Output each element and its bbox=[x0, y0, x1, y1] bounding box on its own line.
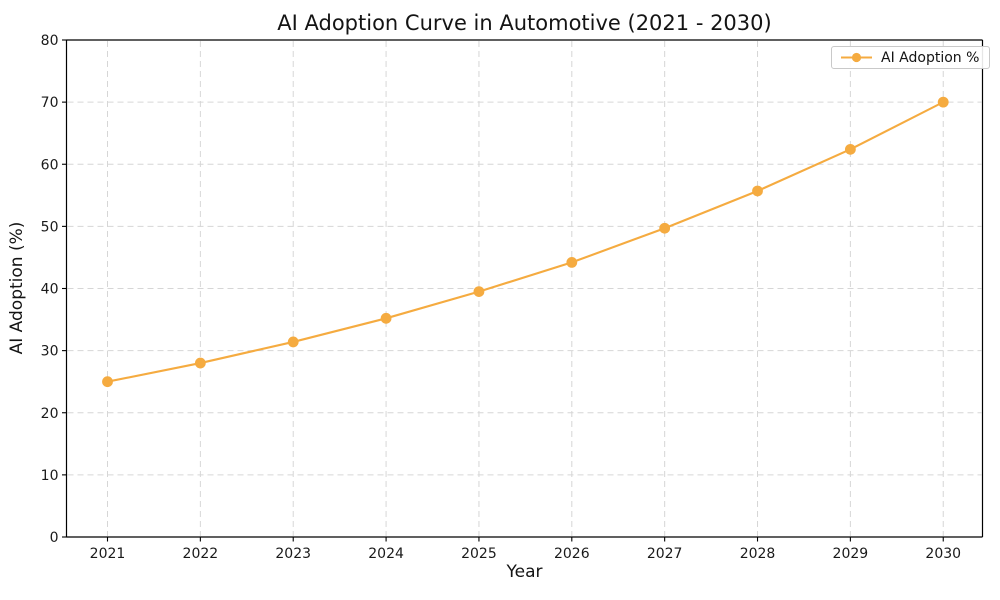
x-tick-label: 2023 bbox=[275, 546, 311, 562]
data-point-marker bbox=[102, 376, 113, 388]
data-point-marker bbox=[287, 336, 299, 348]
x-tick-label: 2022 bbox=[183, 546, 219, 562]
y-axis-label: AI Adoption (%) bbox=[7, 221, 27, 355]
y-tick-label: 10 bbox=[41, 468, 59, 484]
data-point-marker bbox=[659, 222, 671, 234]
x-tick-label: 2024 bbox=[368, 546, 404, 562]
data-point-marker bbox=[380, 312, 392, 324]
x-tick-label: 2027 bbox=[647, 546, 683, 562]
legend-label: AI Adoption % bbox=[881, 49, 980, 66]
x-tick-label: 2029 bbox=[833, 546, 869, 562]
data-point-marker bbox=[752, 185, 763, 197]
legend: AI Adoption % bbox=[831, 46, 991, 69]
x-tick-label: 2025 bbox=[461, 546, 497, 562]
data-point-marker bbox=[473, 286, 485, 298]
chart-title: AI Adoption Curve in Automotive (2021 - … bbox=[277, 11, 772, 35]
data-point-marker bbox=[566, 257, 578, 268]
data-point-marker bbox=[194, 357, 206, 369]
y-tick-label: 20 bbox=[41, 406, 59, 422]
y-tick-label: 30 bbox=[41, 344, 59, 360]
x-tick-label: 2030 bbox=[925, 546, 961, 562]
y-tick-label: 60 bbox=[41, 157, 59, 173]
x-tick-label: 2028 bbox=[740, 546, 776, 562]
y-tick-label: 50 bbox=[41, 219, 59, 235]
data-point-marker bbox=[844, 143, 856, 155]
data-point-marker bbox=[937, 96, 949, 108]
y-tick-label: 0 bbox=[50, 530, 59, 546]
legend-line-marker-icon bbox=[841, 52, 872, 63]
x-tick-label: 2021 bbox=[90, 546, 126, 562]
series-line bbox=[106, 101, 945, 383]
y-tick-label: 70 bbox=[41, 95, 59, 111]
y-tick-label: 80 bbox=[41, 33, 59, 49]
x-tick-label: 2026 bbox=[554, 546, 590, 562]
x-axis-label: Year bbox=[506, 562, 543, 582]
y-tick-label: 40 bbox=[41, 282, 59, 298]
